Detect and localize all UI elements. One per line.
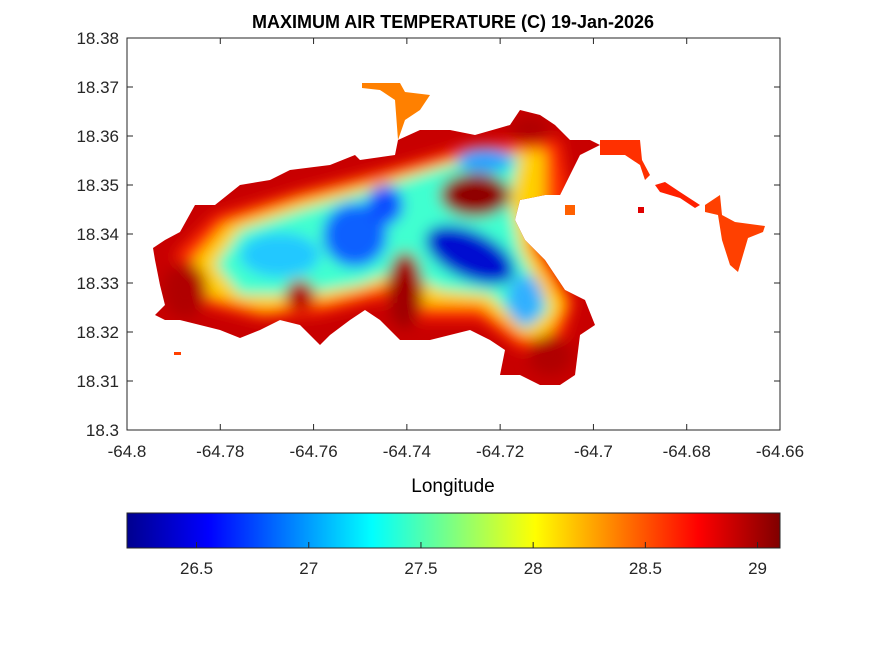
cool-area — [367, 185, 403, 225]
x-tick-label: -64.68 — [663, 442, 711, 461]
colorbar-tick-label: 27.5 — [404, 559, 437, 578]
islet — [638, 207, 644, 213]
y-tick-label: 18.34 — [76, 225, 119, 244]
east-end — [705, 195, 765, 272]
x-axis-label: Longitude — [411, 476, 494, 497]
y-tick-label: 18.37 — [76, 78, 119, 97]
hot-area — [510, 116, 550, 144]
x-tick-label: -64.7 — [574, 442, 613, 461]
colorbar — [126, 512, 781, 549]
x-tick-label: -64.76 — [289, 442, 337, 461]
hot-area — [528, 335, 572, 375]
islet — [565, 205, 575, 215]
x-tick-label: -64.78 — [196, 442, 244, 461]
x-tick-label: -64.66 — [756, 442, 804, 461]
y-tick-label: 18.36 — [76, 127, 119, 146]
colorbar-ticks: 26.5 27 27.5 28 28.5 29 — [180, 542, 767, 578]
y-tick-label: 18.32 — [76, 323, 119, 342]
y-tick-label: 18.3 — [86, 421, 119, 440]
hot-area — [387, 252, 423, 328]
temperature-field — [153, 83, 765, 385]
x-tick-label: -64.72 — [476, 442, 524, 461]
colorbar-tick-label: 29 — [748, 559, 767, 578]
cool-area — [240, 233, 320, 277]
y-axis: 18.3 18.31 18.32 18.33 18.34 18.35 18.36 18.37 1… — [76, 29, 780, 440]
colorbar-tick-label: 28 — [524, 559, 543, 578]
x-tick-label: -64.74 — [383, 442, 431, 461]
cool-area — [323, 203, 387, 267]
cool-area — [507, 275, 543, 325]
colorbar-tick-label: 26.5 — [180, 559, 213, 578]
y-tick-label: 18.33 — [76, 274, 119, 293]
x-axis: -64.8 -64.78 -64.76 -64.74 -64.72 -64.7 -64.68… — [108, 38, 804, 461]
y-tick-label: 18.31 — [76, 372, 119, 391]
east-shore-strip — [655, 182, 700, 208]
colorbar-tick-label: 28.5 — [629, 559, 662, 578]
chart-title: MAXIMUM AIR TEMPERATURE (C) 19-Jan-2026 — [252, 12, 654, 32]
colorbar-tick-label: 27 — [299, 559, 318, 578]
cool-area — [457, 148, 513, 172]
hot-area — [440, 173, 510, 217]
cool-area — [425, 225, 515, 285]
northern-point — [362, 83, 430, 140]
hot-area — [285, 280, 315, 310]
y-tick-label: 18.35 — [76, 176, 119, 195]
hot-area — [163, 262, 207, 318]
eastern-tail — [600, 140, 650, 180]
y-tick-label: 18.38 — [76, 29, 119, 48]
islet — [174, 352, 181, 355]
x-tick-label: -64.8 — [108, 442, 147, 461]
